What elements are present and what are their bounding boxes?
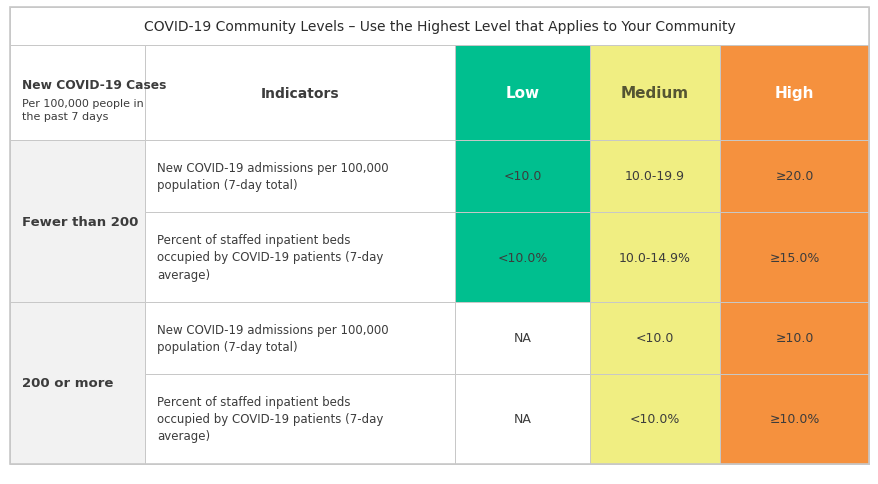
Bar [10, 141, 145, 302]
Text: Percent of staffed inpatient beds
occupied by COVID-19 patients (7-day
average): Percent of staffed inpatient beds occupi… [157, 234, 383, 281]
Text: New COVID-19 Cases: New COVID-19 Cases [22, 79, 166, 92]
Text: Per 100,000 people in
the past 7 days: Per 100,000 people in the past 7 days [22, 99, 144, 122]
Text: New COVID-19 admissions per 100,000
population (7-day total): New COVID-19 admissions per 100,000 popu… [157, 162, 388, 192]
Text: High: High [774, 86, 813, 101]
Bar [145, 141, 455, 212]
Text: COVID-19 Community Levels – Use the Highest Level that Applies to Your Community: COVID-19 Community Levels – Use the High… [143, 20, 735, 34]
Bar [589, 141, 719, 212]
Text: New COVID-19 admissions per 100,000
population (7-day total): New COVID-19 admissions per 100,000 popu… [157, 323, 388, 353]
Text: NA: NA [513, 332, 531, 345]
Bar [719, 141, 868, 212]
Bar [145, 302, 455, 374]
Text: <10.0%: <10.0% [497, 251, 547, 264]
Text: Fewer than 200: Fewer than 200 [22, 215, 138, 228]
Text: <10.0%: <10.0% [630, 413, 680, 425]
Text: <10.0: <10.0 [503, 170, 541, 183]
Bar [589, 374, 719, 464]
Text: ≥10.0%: ≥10.0% [768, 413, 819, 425]
Text: ≥20.0: ≥20.0 [774, 170, 813, 183]
Bar [455, 212, 589, 302]
Bar [719, 374, 868, 464]
Text: Medium: Medium [620, 86, 688, 101]
Text: ≥15.0%: ≥15.0% [768, 251, 819, 264]
Bar [145, 212, 455, 302]
Text: Percent of staffed inpatient beds
occupied by COVID-19 patients (7-day
average): Percent of staffed inpatient beds occupi… [157, 396, 383, 442]
Bar [589, 212, 719, 302]
Text: Low: Low [505, 86, 539, 101]
Text: 10.0-14.9%: 10.0-14.9% [618, 251, 690, 264]
Bar [719, 302, 868, 374]
Text: <10.0: <10.0 [635, 332, 673, 345]
Bar [455, 302, 589, 374]
Bar [10, 8, 868, 46]
Bar [589, 302, 719, 374]
Text: ≥10.0: ≥10.0 [774, 332, 813, 345]
Text: NA: NA [513, 413, 531, 425]
Text: 200 or more: 200 or more [22, 377, 113, 390]
Bar [455, 46, 589, 141]
Bar [455, 141, 589, 212]
Text: Indicators: Indicators [261, 86, 339, 100]
Bar [145, 46, 455, 141]
Bar [455, 374, 589, 464]
Bar [719, 46, 868, 141]
Bar [145, 374, 455, 464]
Bar [10, 46, 145, 141]
Bar [10, 302, 145, 464]
Bar [719, 212, 868, 302]
Text: 10.0-19.9: 10.0-19.9 [624, 170, 684, 183]
Bar [589, 46, 719, 141]
